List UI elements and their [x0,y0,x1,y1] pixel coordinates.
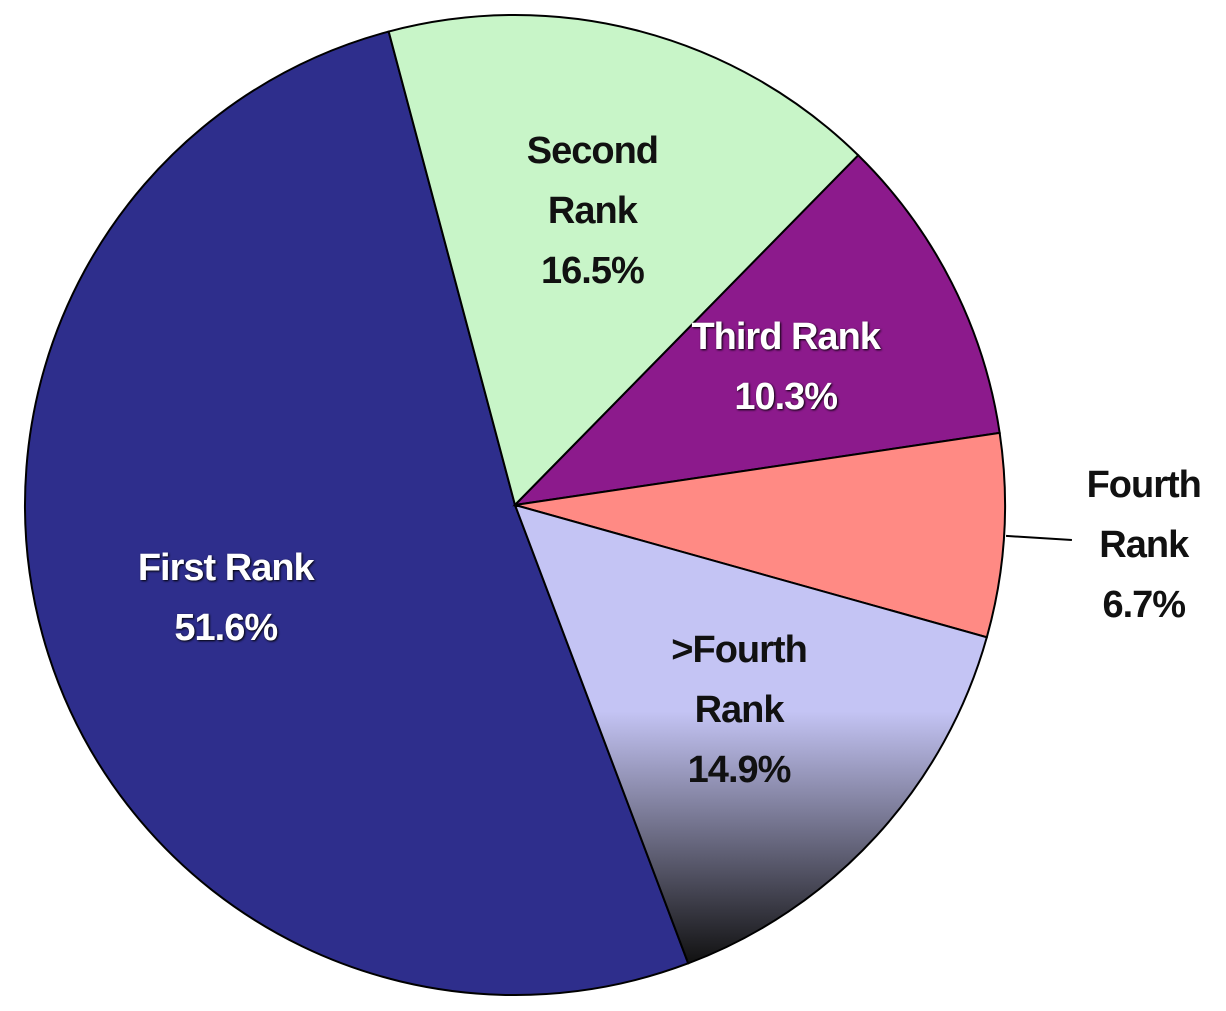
label-box: >Fourth Rank 14.9% [619,610,859,810]
pie-slice [512,153,1001,507]
label-box: Third Rank 10.3% [666,267,906,467]
value-label: 10.3% [734,376,838,419]
pie-slice [387,14,860,507]
pie-slice [514,431,1006,639]
slice-label: Second Rank 16.5% [472,111,712,311]
category-label: Second Rank [526,130,659,233]
pie-slice [513,503,989,965]
slice-label: Fourth Rank 6.7% [1024,445,1226,645]
value-label: 16.5% [541,250,645,293]
slice-label: First Rank 51.6% [106,498,346,698]
value-label: 14.9% [687,749,792,792]
value-label: 6.7% [1102,583,1186,626]
leader-line [1005,534,1072,542]
category-label: Fourth Rank [1086,463,1202,566]
value-label: 51.6% [174,606,278,649]
slice-label: >Fourth Rank 14.9% [619,610,859,810]
label-box: Second Rank 16.5% [472,111,712,311]
label-box: Fourth Rank 6.7% [1024,445,1226,645]
label-box: First Rank 51.6% [106,498,346,698]
category-label: >Fourth Rank [671,629,807,732]
category-label: First Rank [137,546,315,589]
category-label: Third Rank [691,316,880,359]
pie-slice [24,30,690,996]
slice-label: Third Rank 10.3% [666,267,906,467]
